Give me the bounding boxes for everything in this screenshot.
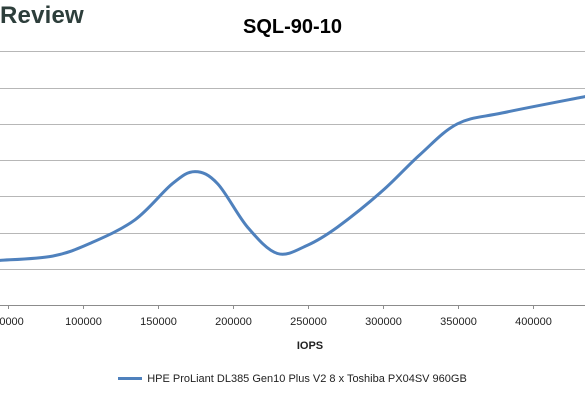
chart-title: SQL-90-10 [243,16,342,38]
x-tick-label: 300000 [365,316,402,328]
x-tick-label: 150000 [140,316,177,328]
brand-logo-text: Review [0,2,84,29]
series-line [0,95,585,262]
x-tick-label: 350000 [440,316,477,328]
gridlines [0,51,585,270]
x-axis-label: IOPS [297,340,323,352]
x-tick-label: 400000 [515,316,552,328]
x-tick-label: 50000 [0,316,24,328]
x-tick-label: 250000 [290,316,327,328]
legend-swatch [118,376,143,380]
x-tick-labels: 50000 100000 150000 200000 250000 300000 35000… [0,316,552,328]
series-lines [0,95,585,262]
legend-entry: HPE ProLiant DL385 Gen10 Plus V2 8 x Tos… [147,373,467,385]
x-axis [0,305,585,309]
x-tick-label: 100000 [65,316,102,328]
x-tick-label: 200000 [215,316,252,328]
legend: HPE ProLiant DL385 Gen10 Plus V2 8 x Tos… [0,373,585,385]
